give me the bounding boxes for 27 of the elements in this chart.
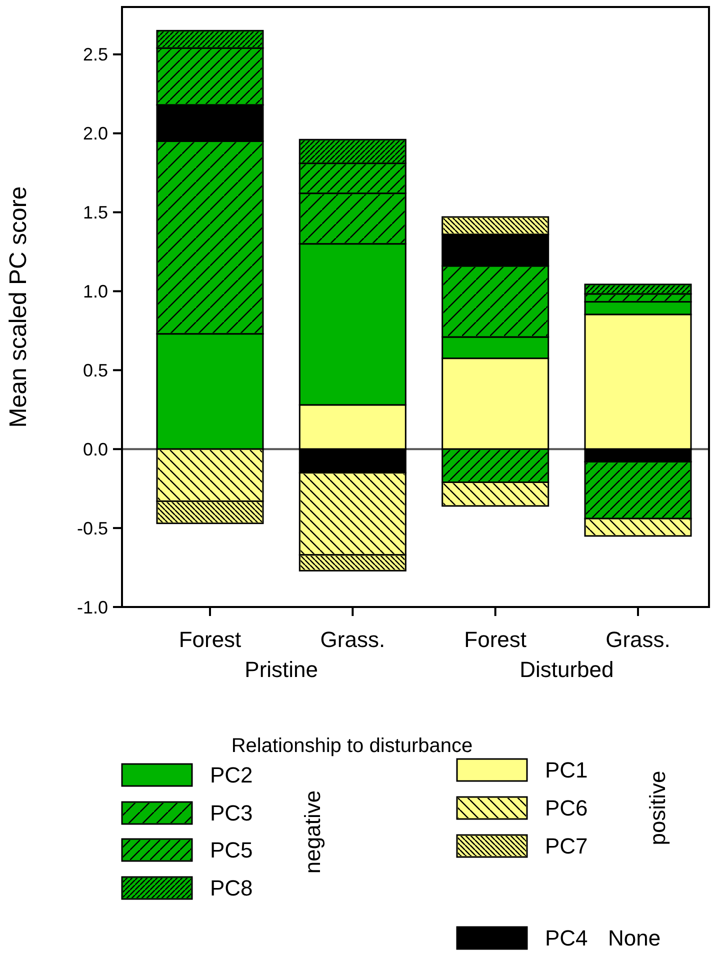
y-tick-label: 1.5: [82, 202, 108, 223]
legend-label: PC4: [545, 926, 588, 951]
y-tick-label: -0.5: [76, 518, 108, 538]
y-tick-label: -1.0: [76, 597, 108, 618]
text: positive: [645, 770, 670, 846]
y-tick-label: 1.0: [82, 282, 108, 302]
legend-label: PC3: [210, 800, 253, 826]
y-tick-label: 2.5: [82, 44, 108, 65]
x-tick-label: Forest: [464, 627, 527, 652]
text: Disturbed: [520, 657, 614, 682]
y-tick-label: 2.0: [82, 124, 108, 144]
y-tick-label: 0.0: [82, 439, 108, 460]
x-tick-label: Forest: [178, 627, 242, 652]
x-tick-label: Grass.: [320, 627, 386, 652]
legend-label: PC1: [545, 758, 588, 783]
legend-label: PC6: [545, 796, 588, 821]
text: negative: [300, 790, 325, 874]
legend-label: PC7: [545, 834, 588, 859]
text: None: [608, 926, 661, 951]
y-axis-title: Mean scaled PC score: [5, 186, 32, 428]
legend-label: PC2: [210, 762, 253, 788]
legend-label: PC8: [210, 876, 253, 901]
y-tick-label: 0.5: [82, 360, 108, 380]
x-tick-label: Grass.: [606, 627, 670, 652]
legend-title: Relationship to disturbance: [231, 735, 473, 757]
text: Pristine: [244, 657, 318, 682]
legend-label: PC5: [210, 838, 253, 863]
